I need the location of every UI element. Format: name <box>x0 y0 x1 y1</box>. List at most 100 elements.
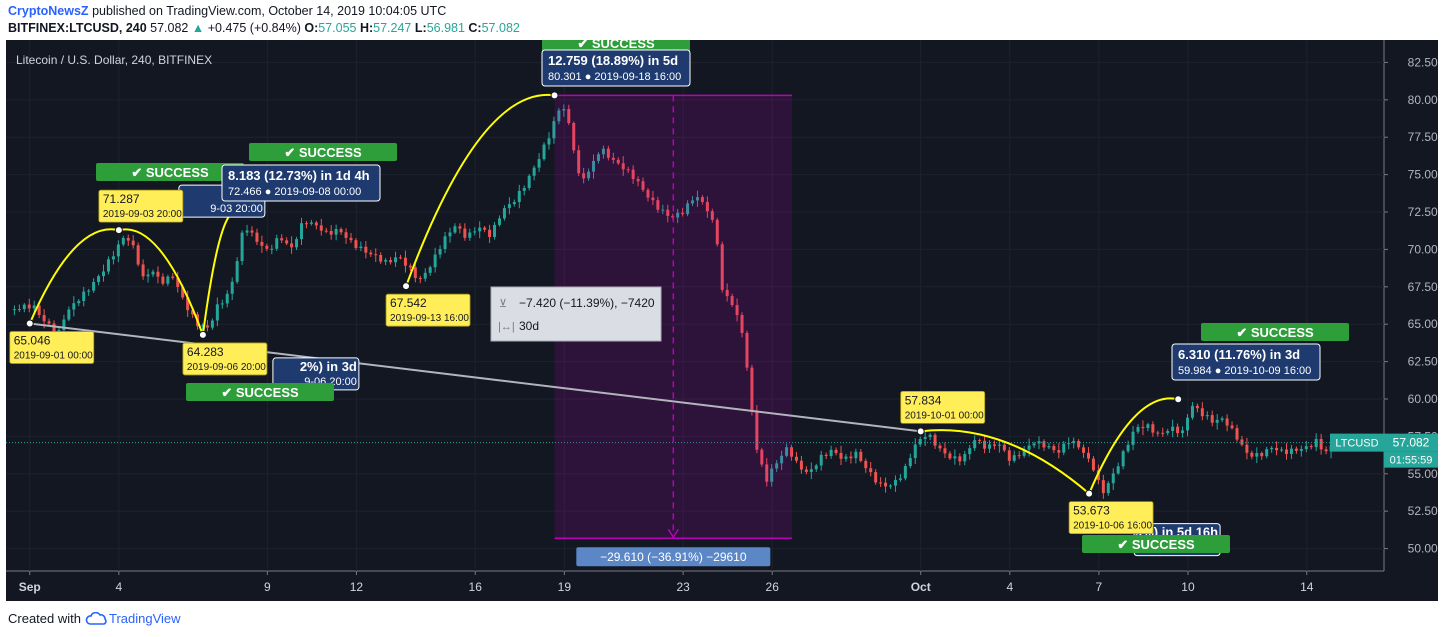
tradingview-cloud-icon <box>85 612 107 625</box>
candle-body <box>691 200 695 204</box>
candle-body <box>601 148 605 155</box>
candle-body <box>775 463 779 469</box>
candle-body <box>1235 428 1239 440</box>
candle-body <box>864 460 868 469</box>
candle-body <box>1027 445 1031 450</box>
candle-body <box>181 287 185 298</box>
price-arc <box>28 228 120 324</box>
candle-body <box>176 277 180 288</box>
candle-body <box>87 290 91 292</box>
last-price: 57.082 <box>150 21 189 35</box>
point-marker <box>1085 489 1094 498</box>
measure-box-bg <box>490 286 662 342</box>
candle-body <box>1185 417 1189 431</box>
price-point-date: 2019-10-06 16:00 <box>1073 521 1152 532</box>
info-label-box <box>541 49 691 87</box>
candle-body <box>314 222 318 226</box>
candle-body <box>968 448 972 455</box>
partial-info-line2: 9-03 20:00 <box>210 203 263 215</box>
candle-body <box>1270 447 1274 450</box>
candle-body <box>1131 431 1135 445</box>
price-arc <box>405 93 555 287</box>
price-point-value: 64.283 <box>187 345 224 359</box>
success-badge-text: ✔ SUCCESS <box>284 145 362 160</box>
candle-body <box>146 274 150 277</box>
candle-body <box>1181 430 1185 434</box>
candle-body <box>265 245 269 249</box>
candle-body <box>72 303 76 310</box>
candle-body <box>488 229 492 237</box>
info-label-line1: 8.183 (12.73%) in 1d 4h <box>228 168 370 183</box>
candle-body <box>428 267 432 273</box>
candle-body <box>403 257 407 266</box>
candle-body <box>384 260 388 262</box>
candle-body <box>592 160 596 172</box>
candle-body <box>676 212 680 218</box>
candle-body <box>473 231 477 233</box>
price-point-date: 2019-09-03 20:00 <box>103 209 182 220</box>
candle-body <box>834 449 838 453</box>
candle-body <box>839 452 843 459</box>
info-label-line2: 59.984 ● 2019-10-09 16:00 <box>1178 365 1311 377</box>
candle-body <box>898 478 902 480</box>
candle-body <box>309 222 313 224</box>
success-badge: ✔ SUCCESS <box>249 143 397 161</box>
footer: Created with TradingView <box>8 609 181 629</box>
candle-body <box>1195 405 1199 409</box>
candle-body <box>973 440 977 449</box>
candle-body <box>1240 439 1244 445</box>
point-marker <box>1174 395 1183 404</box>
low-label: L: <box>414 21 427 35</box>
candle-body <box>22 304 26 310</box>
candle-body <box>1260 453 1264 457</box>
x-tick-label: 14 <box>1300 580 1314 594</box>
candle-body <box>661 209 665 211</box>
candle-body <box>710 211 714 220</box>
candle-body <box>418 278 422 280</box>
success-badge-text: ✔ SUCCESS <box>1117 537 1195 552</box>
price-point-value: 67.542 <box>390 296 427 310</box>
candle-body <box>537 159 541 168</box>
candle-body <box>849 456 853 459</box>
measure-duration: 30d <box>519 319 539 333</box>
candle-body <box>1205 415 1209 417</box>
candle-body <box>1230 425 1234 429</box>
candle-body <box>478 227 482 232</box>
price-point-date: 2019-09-01 00:00 <box>14 351 93 362</box>
author-link[interactable]: CryptoNewsZ <box>8 4 89 18</box>
candle-body <box>493 224 497 237</box>
candle-body <box>141 264 145 277</box>
price-chart[interactable]: −29.610 (−36.91%) −29610 ⊻ −7.420 (−11.39%… <box>6 40 1438 601</box>
candle-body <box>804 469 808 472</box>
candle-body <box>186 297 190 311</box>
candle-body <box>1299 449 1303 451</box>
candle-body <box>1294 448 1298 451</box>
candle-body <box>1319 438 1323 450</box>
tradingview-logo[interactable]: TradingView <box>85 609 181 629</box>
candle-body <box>1116 466 1120 474</box>
candle-body <box>651 197 655 201</box>
candle-body <box>542 144 546 160</box>
candle-body <box>1275 447 1279 451</box>
candle-body <box>720 244 724 290</box>
candle-body <box>438 248 442 255</box>
candle-body <box>1091 458 1095 471</box>
y-tick-label: 62.500 <box>1408 355 1438 369</box>
candle-body <box>1220 418 1224 420</box>
candle-body <box>824 454 828 457</box>
x-tick-label: 9 <box>264 580 271 594</box>
candle-body <box>577 150 581 174</box>
candle-body <box>735 305 739 316</box>
price-point-date: 2019-10-01 00:00 <box>905 410 984 421</box>
candle-body <box>532 167 536 176</box>
time-axis[interactable]: Sep 4 9 12 16 19 23 26 Oct 4 7 10 14 <box>19 571 1314 594</box>
candle-body <box>161 276 165 284</box>
candle-body <box>730 296 734 306</box>
candle-body <box>582 173 586 179</box>
candle-body <box>963 454 967 462</box>
candle-body <box>522 187 526 191</box>
candle-body <box>933 434 937 446</box>
candle-body <box>304 223 308 225</box>
price-axis[interactable]: 82.500 80.000 77.500 75.000 72.500 70.000 67.5… <box>1330 55 1438 556</box>
candle-body <box>879 482 883 484</box>
